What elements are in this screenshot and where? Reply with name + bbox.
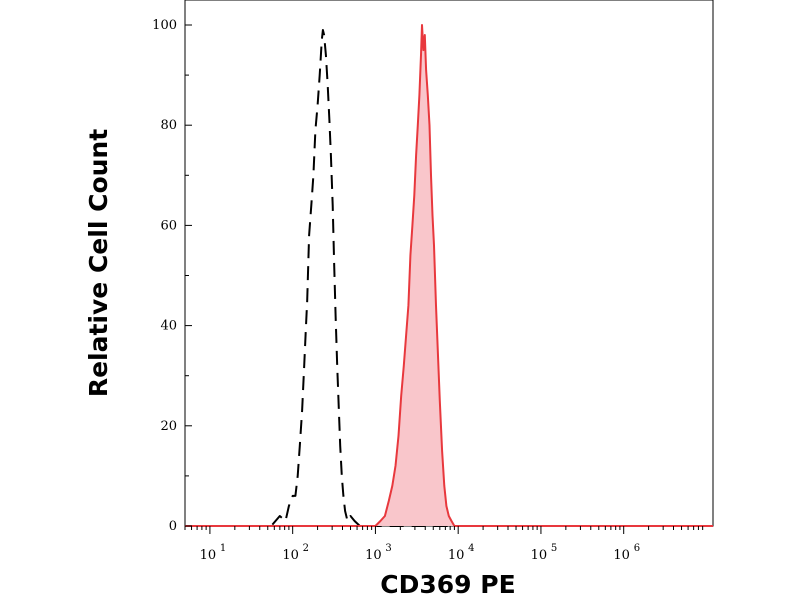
series-1-fill (185, 25, 713, 526)
x-tick-label-4: 10 (448, 548, 465, 563)
x-tick-exponent-2: 2 (303, 543, 309, 554)
plot-frame (184, 0, 714, 527)
x-tick-label-2: 10 (282, 548, 299, 563)
y-tick-label-0: 0 (169, 519, 177, 534)
x-tick-exponent-4: 4 (468, 543, 474, 554)
series-0-line (185, 29, 713, 527)
x-tick-label-5: 10 (531, 548, 548, 563)
x-tick-exponent-5: 5 (551, 543, 557, 554)
series-1-line (185, 24, 713, 527)
x-tick-label-6: 10 (613, 548, 630, 563)
x-tick-exponent-6: 6 (634, 543, 640, 554)
y-tick-label-60: 60 (160, 218, 177, 233)
y-tick-label-20: 20 (160, 419, 177, 434)
x-tick-label-1: 10 (200, 548, 217, 563)
y-tick-label-80: 80 (160, 118, 177, 133)
y-axis-title: Relative Cell Count (84, 129, 113, 397)
y-tick-label-40: 40 (160, 319, 177, 334)
x-tick-label-3: 10 (365, 548, 382, 563)
y-tick-label-100: 100 (152, 18, 177, 33)
x-axis-title: CD369 PE (380, 570, 515, 599)
x-tick-exponent-1: 1 (220, 543, 226, 554)
x-tick-exponent-3: 3 (385, 543, 391, 554)
